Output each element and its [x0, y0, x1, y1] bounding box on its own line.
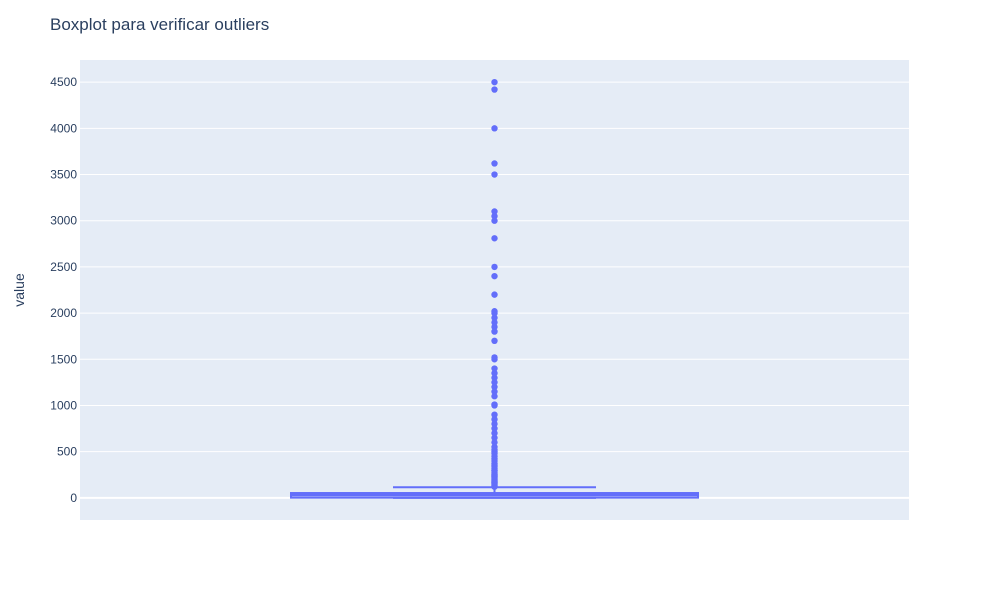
outlier-point — [491, 171, 498, 178]
outlier-point — [491, 369, 498, 377]
y-tick-label: 500 — [57, 445, 77, 459]
y-tick-labels: 0 500 1000 1500 2000 2500 3000 3500 4000 4500 — [50, 75, 77, 505]
outlier-point — [491, 291, 498, 298]
outlier-point — [491, 388, 498, 395]
outlier-point — [491, 393, 498, 400]
outlier-point — [491, 439, 498, 446]
outlier-point — [491, 365, 498, 372]
y-tick-label: 4500 — [50, 75, 77, 89]
y-tick-label: 1000 — [50, 398, 77, 412]
outlier-point — [491, 416, 498, 423]
outlier-point — [491, 160, 498, 167]
outlier-point — [491, 323, 498, 331]
y-tick-label: 3500 — [50, 168, 77, 182]
outlier-point — [491, 86, 498, 93]
y-tick-label: 4000 — [50, 121, 77, 135]
outlier-point — [491, 263, 498, 271]
outlier-point — [491, 272, 498, 280]
outlier-point — [491, 212, 498, 220]
outlier-point — [491, 379, 498, 386]
outlier-point — [491, 208, 498, 215]
outlier-point — [491, 429, 498, 437]
outlier-point — [491, 425, 498, 432]
box-trace[interactable] — [290, 486, 699, 499]
y-tick-label: 1500 — [50, 352, 77, 366]
outlier-point — [491, 78, 498, 86]
outlier-point — [491, 217, 498, 224]
outlier-point — [491, 374, 498, 381]
chart-title: Boxplot para verificar outliers — [50, 15, 269, 34]
outlier-point — [491, 420, 498, 428]
y-tick-label: 3000 — [50, 214, 77, 228]
outlier-point — [491, 319, 498, 326]
outlier-point — [491, 314, 498, 321]
y-tick-label: 2500 — [50, 260, 77, 274]
outlier-point — [491, 354, 498, 361]
outlier-point — [491, 125, 498, 132]
outlier-point — [491, 411, 498, 418]
outlier-point — [491, 328, 498, 335]
outlier-point — [491, 337, 498, 345]
outlier-point — [491, 434, 498, 441]
y-tick-label: 0 — [70, 491, 77, 505]
outlier-point — [491, 401, 498, 408]
outlier-point — [491, 308, 498, 315]
outlier-point — [491, 383, 498, 391]
y-axis-label: value — [11, 273, 27, 307]
y-tick-label: 2000 — [50, 306, 77, 320]
outlier-point — [491, 443, 498, 451]
outlier-points[interactable] — [491, 78, 498, 490]
outlier-point — [491, 235, 498, 242]
